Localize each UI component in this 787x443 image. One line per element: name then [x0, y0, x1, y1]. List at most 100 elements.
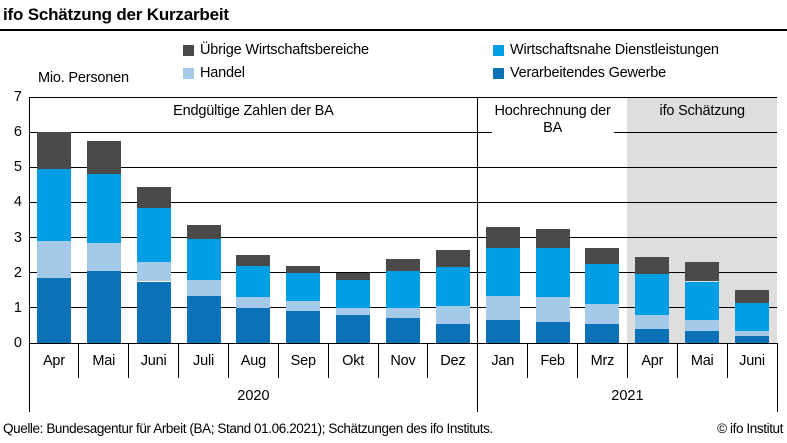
bar-segment [535, 321, 570, 343]
y-axis-line [28, 97, 30, 412]
bar-segment [386, 318, 420, 343]
bar-segment [485, 227, 520, 249]
bar-segment [136, 207, 171, 263]
region-label: Hochrechnung der BA [491, 103, 614, 137]
legend-item: Handel [183, 64, 245, 82]
bar-segment [86, 140, 121, 175]
bar-segment [86, 270, 121, 343]
bar-segment [585, 323, 620, 343]
month-tick [178, 343, 180, 378]
legend-swatch [183, 67, 194, 79]
bar-segment [435, 267, 470, 307]
legend-swatch [183, 44, 194, 56]
x-axis-year-label: 2020 [237, 388, 270, 404]
bar-segment [136, 186, 171, 208]
copyright-note: © ifo Institut [717, 421, 783, 436]
bar-segment [535, 297, 570, 322]
bar-segment [435, 249, 470, 268]
gridline [29, 166, 777, 168]
x-axis-month-label: Mai [690, 353, 714, 369]
month-tick [28, 343, 30, 378]
y-axis-tick-label: 4 [13, 194, 22, 211]
x-axis-month-label: Jan [491, 353, 515, 369]
y-axis-tick-label: 6 [13, 124, 22, 141]
x-axis-month-label: Mrz [590, 353, 615, 369]
x-axis-month-label: Juni [739, 353, 765, 369]
period-divider [477, 97, 479, 412]
month-tick [527, 343, 529, 378]
bar-segment [685, 262, 720, 282]
bar-segment [286, 265, 321, 273]
bar-segment [485, 295, 520, 321]
x-axis-month-label: Juni [140, 353, 167, 369]
legend-item: Wirtschaftsnahe Dienstleistungen [493, 41, 719, 59]
bar-segment [485, 248, 520, 296]
x-axis-month-label: Aug [240, 353, 266, 369]
legend: Übrige Wirtschaftsbereiche Wirtschaftsnah… [0, 0, 787, 90]
title-rule [0, 29, 787, 31]
bar-segment [186, 239, 221, 280]
y-axis-tick-label: 5 [13, 159, 22, 176]
bar-segment [36, 132, 71, 170]
legend-item: Übrige Wirtschaftsbereiche [183, 41, 369, 59]
y-axis-tick-label: 2 [13, 264, 22, 281]
bar-segment [685, 330, 720, 343]
legend-label: Übrige Wirtschaftsbereiche [200, 42, 369, 58]
gridline [29, 342, 777, 344]
bar-segment [136, 262, 171, 282]
bar-segment [386, 258, 420, 271]
bar-segment [735, 335, 770, 343]
bar-segment [585, 248, 620, 264]
legend-label: Handel [200, 65, 245, 81]
legend-label: Wirtschaftsnahe Dienstleistungen [510, 42, 719, 58]
bar-segment [435, 306, 470, 324]
month-tick [776, 343, 778, 378]
bar-segment [585, 304, 620, 324]
month-tick [726, 343, 728, 378]
region-label: ifo Schätzung [659, 103, 745, 119]
month-tick [626, 343, 628, 378]
x-axis-month-label: Dez [440, 353, 466, 369]
bar-segment [635, 328, 670, 343]
bar-segment [136, 281, 171, 343]
bar-segment [585, 263, 620, 305]
gridline [29, 201, 777, 203]
bar-segment [36, 277, 71, 343]
bar-segment [336, 314, 371, 343]
x-axis-month-label: Okt [342, 353, 365, 369]
month-tick [477, 343, 479, 378]
gridline [29, 96, 777, 98]
x-axis-year-label: 2021 [611, 388, 644, 404]
bar-segment [336, 272, 371, 280]
month-tick [676, 343, 678, 378]
month-tick [427, 343, 429, 378]
x-axis-month-label: Apr [42, 353, 65, 369]
source-note: Quelle: Bundesagentur für Arbeit (BA; St… [3, 421, 493, 436]
month-tick [78, 343, 80, 378]
y-axis-title: Mio. Personen [38, 70, 129, 86]
bar-segment [435, 323, 470, 343]
month-tick [377, 343, 379, 378]
x-axis-month-label: Feb [540, 353, 565, 369]
gridline [29, 131, 777, 133]
bar-segment [286, 300, 321, 312]
bar-segment [236, 297, 271, 308]
bar-segment [386, 270, 420, 308]
bar-segment [535, 228, 570, 249]
gridline [29, 237, 777, 239]
bar-segment [735, 302, 770, 331]
bar-segment [635, 314, 670, 329]
x-axis-month-label: Apr [641, 353, 664, 369]
y-axis-tick-label: 7 [13, 89, 22, 105]
bar-segment [635, 256, 670, 275]
bar-segment [336, 307, 371, 315]
y-axis-tick-label: 3 [13, 229, 22, 246]
x-axis-month-label: Nov [390, 353, 416, 369]
bar-segment [36, 169, 71, 242]
bar-segment [286, 311, 321, 343]
legend-swatch [493, 44, 504, 56]
month-tick [277, 343, 279, 378]
bar-segment [685, 281, 720, 321]
y-axis-tick-label: 1 [13, 299, 22, 316]
